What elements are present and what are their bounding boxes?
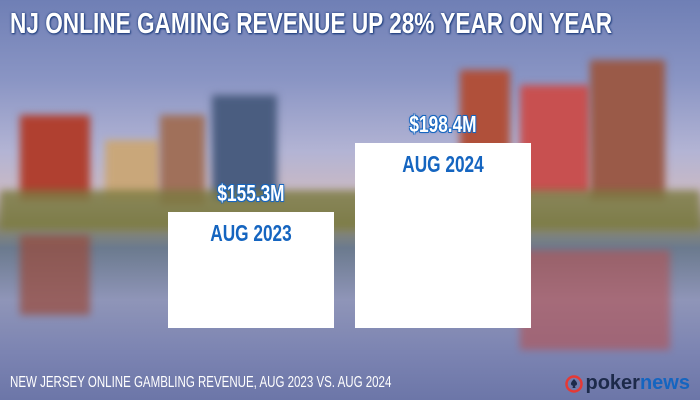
- logo-text-news: news: [639, 372, 690, 394]
- bar-value-label: $198.4M: [409, 111, 477, 138]
- logo-text-poker: poker: [585, 372, 640, 394]
- pokernews-logo: poker news: [564, 372, 690, 395]
- bar-aug-2023: AUG 2023: [168, 212, 334, 328]
- bar-value-label: $155.3M: [217, 180, 285, 207]
- bar-category-label: AUG 2023: [210, 220, 292, 247]
- spade-chip-icon: [564, 374, 583, 393]
- chart-title: NJ ONLINE GAMING REVENUE UP 28% YEAR ON …: [10, 8, 613, 40]
- bar-category-label: AUG 2024: [402, 151, 484, 178]
- footer-caption: NEW JERSEY ONLINE GAMBLING REVENUE, AUG …: [10, 374, 392, 391]
- bar-aug-2024: AUG 2024: [355, 143, 531, 328]
